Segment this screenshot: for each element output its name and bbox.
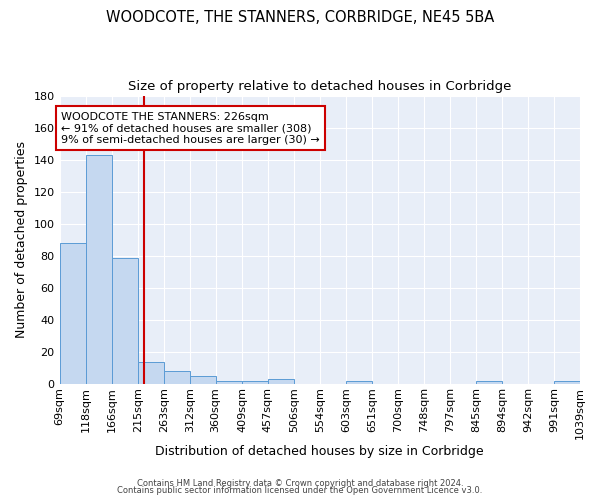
Bar [164, 372, 190, 384]
Bar [138, 362, 164, 384]
Bar [476, 381, 502, 384]
Bar [86, 155, 112, 384]
Text: Contains HM Land Registry data © Crown copyright and database right 2024.: Contains HM Land Registry data © Crown c… [137, 478, 463, 488]
Text: Contains public sector information licensed under the Open Government Licence v3: Contains public sector information licen… [118, 486, 482, 495]
X-axis label: Distribution of detached houses by size in Corbridge: Distribution of detached houses by size … [155, 444, 484, 458]
Bar [112, 258, 138, 384]
Bar [268, 380, 294, 384]
Bar [190, 376, 215, 384]
Bar [59, 243, 86, 384]
Bar [242, 381, 268, 384]
Bar [554, 381, 580, 384]
Text: WOODCOTE, THE STANNERS, CORBRIDGE, NE45 5BA: WOODCOTE, THE STANNERS, CORBRIDGE, NE45 … [106, 10, 494, 25]
Bar [346, 381, 372, 384]
Y-axis label: Number of detached properties: Number of detached properties [15, 142, 28, 338]
Bar [215, 381, 242, 384]
Title: Size of property relative to detached houses in Corbridge: Size of property relative to detached ho… [128, 80, 511, 93]
Text: WOODCOTE THE STANNERS: 226sqm
← 91% of detached houses are smaller (308)
9% of s: WOODCOTE THE STANNERS: 226sqm ← 91% of d… [61, 112, 320, 145]
